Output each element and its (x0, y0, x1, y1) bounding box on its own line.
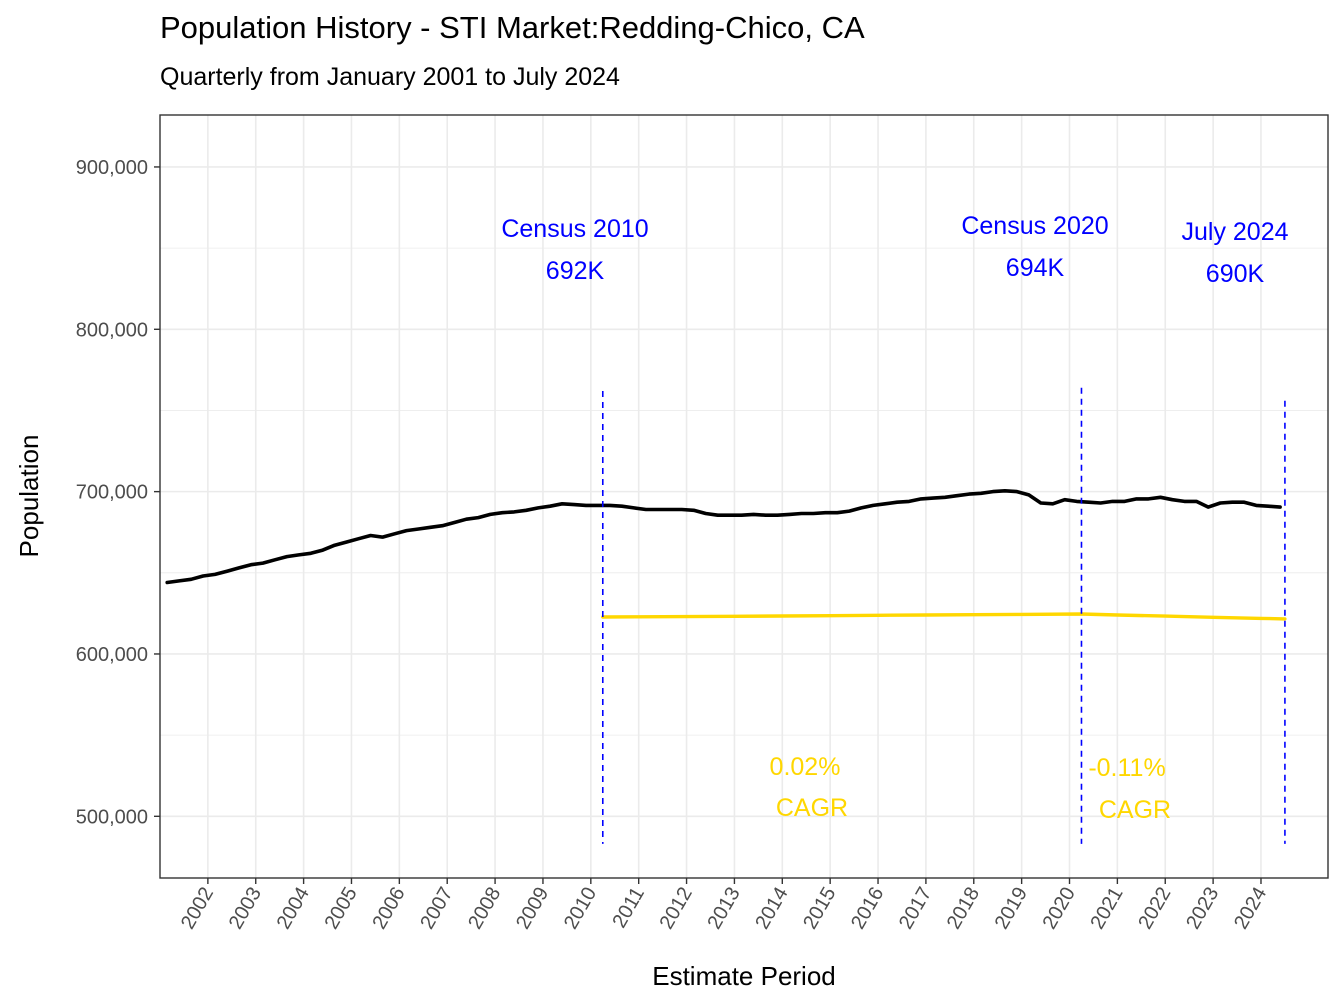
series-layer (165, 488, 1287, 621)
census-label-value: 690K (1206, 260, 1265, 288)
x-tick-label: 2014 (751, 884, 792, 934)
cagr-line (601, 612, 1287, 621)
x-axis-title: Estimate Period (652, 961, 836, 991)
y-tick-label: 600,000 (76, 644, 148, 666)
y-tick-label: 700,000 (76, 482, 148, 504)
x-tick-label: 2006 (368, 884, 409, 934)
x-tick-label: 2004 (273, 884, 314, 934)
census-label-value: 694K (1006, 254, 1065, 282)
population-line (165, 488, 1282, 585)
y-axis-title: Population (14, 435, 44, 558)
y-tick-label: 500,000 (76, 806, 148, 828)
x-tick-label: 2024 (1230, 884, 1271, 934)
cagr-label-text: CAGR (776, 794, 848, 822)
grid-major (160, 115, 1328, 878)
x-tick-label: 2008 (464, 884, 505, 934)
census-layer (601, 387, 1286, 844)
census-label-title: Census 2010 (501, 215, 648, 243)
cagr-label-text: CAGR (1099, 796, 1171, 824)
x-tick-label: 2003 (225, 884, 266, 934)
x-tick-label: 2013 (703, 884, 744, 934)
x-tick-label: 2002 (177, 884, 218, 934)
census-label-value: 692K (546, 257, 605, 285)
x-tick-label: 2015 (799, 884, 840, 934)
x-tick-label: 2021 (1086, 884, 1127, 934)
annotations: Census 2010 692K Census 2020 694K July 2024 6… (501, 212, 1288, 824)
cagr-label-value: -0.11% (1088, 754, 1165, 782)
cagr-label-value: 0.02% (770, 753, 841, 781)
panel-border (159, 114, 1329, 879)
x-tick-label: 2009 (512, 884, 553, 934)
x-tick-label: 2020 (1039, 884, 1080, 934)
x-tick-label: 2012 (656, 884, 697, 934)
census-label-title: Census 2020 (961, 212, 1108, 240)
y-tick-label: 900,000 (76, 157, 148, 179)
x-tick-label: 2022 (1134, 884, 1175, 934)
grid-minor (160, 247, 1328, 736)
x-tick-label: 2005 (321, 884, 362, 934)
census-label-title: July 2024 (1181, 218, 1288, 246)
x-tick-label: 2023 (1182, 884, 1223, 934)
axis-ticks (154, 166, 1262, 884)
x-tick-label: 2011 (608, 884, 649, 932)
x-tick-labels: 2002 2003 2004 2005 2006 2007 2008 2009 2010 2011… (177, 884, 1271, 934)
chart-title: Population History - STI Market:Redding-… (160, 10, 865, 45)
x-tick-label: 2017 (895, 884, 936, 934)
y-tick-labels: 500,000 600,000 700,000 800,000 900,000 (76, 157, 148, 828)
x-tick-label: 2016 (847, 884, 888, 934)
y-tick-label: 800,000 (76, 319, 148, 341)
x-tick-label: 2007 (416, 884, 457, 934)
x-tick-label: 2018 (943, 884, 984, 934)
x-tick-label: 2010 (560, 884, 601, 934)
chart-subtitle: Quarterly from January 2001 to July 2024 (160, 63, 620, 91)
x-tick-label: 2019 (991, 884, 1032, 934)
